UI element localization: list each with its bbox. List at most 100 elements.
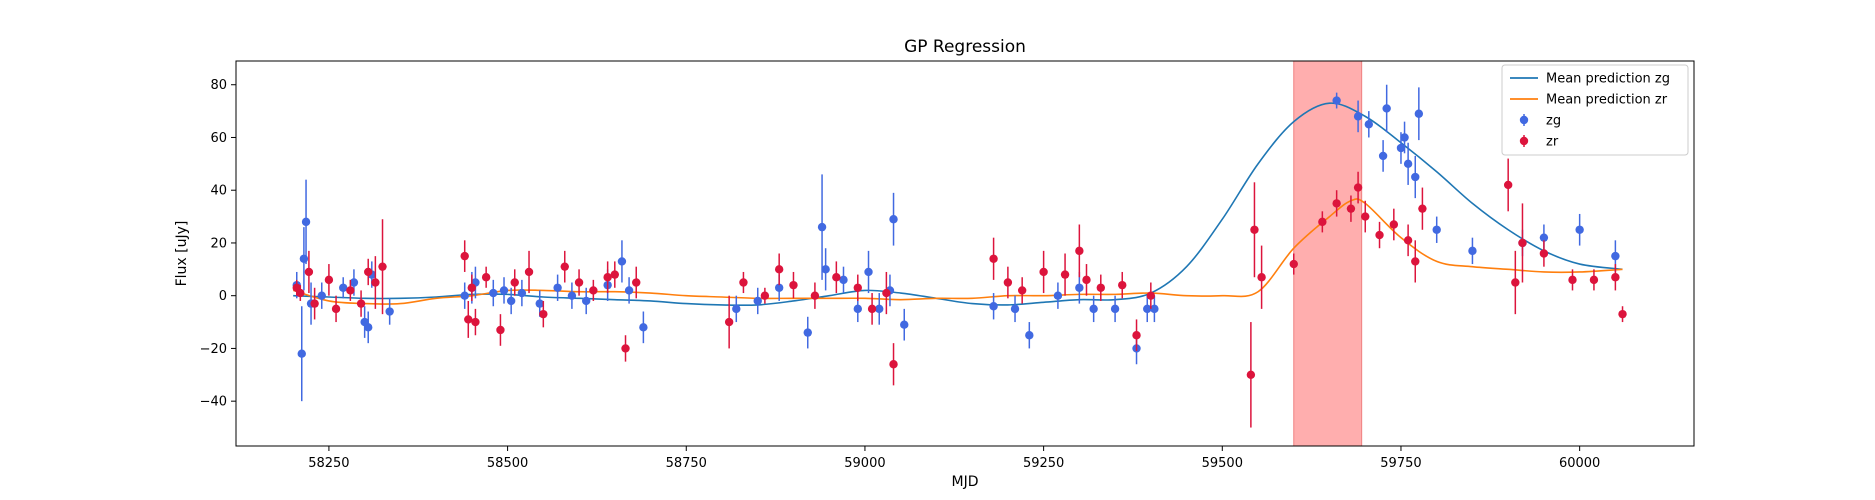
zr-data-point (1250, 182, 1258, 277)
zg-data-point (1365, 111, 1373, 137)
y-axis-label: Flux [uJy] (174, 221, 190, 287)
zr-marker (1332, 199, 1340, 207)
zr-data-point (811, 283, 819, 309)
zr-data-point (1540, 240, 1548, 266)
zr-marker (1318, 218, 1326, 226)
y-tick-label: −40 (200, 395, 227, 410)
y-tick-label: −20 (200, 342, 227, 357)
legend-label: Mean prediction zr (1546, 93, 1668, 108)
zr-marker (575, 278, 583, 286)
zg-marker (864, 268, 872, 276)
zr-data-point (889, 343, 897, 385)
zg-marker (385, 307, 393, 315)
zg-marker (854, 305, 862, 313)
zr-marker (1404, 236, 1412, 244)
y-tick-label: 20 (210, 236, 227, 251)
zg-data-point (875, 293, 883, 325)
zr-data-point (1511, 251, 1519, 314)
zg-marker (1433, 226, 1441, 234)
zr-marker (603, 273, 611, 281)
zr-marker (989, 255, 997, 263)
zr-marker (589, 286, 597, 294)
zr-data-point (1257, 246, 1265, 309)
zg-data-point (839, 267, 847, 293)
zr-data-point (1075, 224, 1083, 277)
zr-marker (1568, 276, 1576, 284)
zr-marker (789, 281, 797, 289)
zr-marker (296, 289, 304, 297)
zg-marker (1379, 152, 1387, 160)
zr-marker (1257, 273, 1265, 281)
zr-data-point (378, 219, 386, 314)
x-tick-label: 58750 (666, 456, 707, 471)
zg-marker (568, 291, 576, 299)
zg-data-point (298, 306, 306, 401)
zr-data-point (1039, 251, 1047, 293)
zg-marker (875, 305, 883, 313)
chart-title: GP Regression (904, 37, 1026, 57)
zr-marker (632, 278, 640, 286)
zr-data-point (471, 309, 479, 335)
zg-data-point (1468, 238, 1476, 264)
zg-data-point (1433, 217, 1441, 243)
zr-marker (346, 286, 354, 294)
zg-marker (364, 323, 372, 331)
zg-data-point (864, 251, 872, 293)
zr-marker (1039, 268, 1047, 276)
x-tick-label: 59250 (1023, 456, 1064, 471)
x-tick-label: 59500 (1202, 456, 1243, 471)
zr-marker (1061, 270, 1069, 278)
zr-data-point (775, 254, 783, 286)
zg-marker (582, 297, 590, 305)
zg-data-point (804, 317, 812, 349)
zr-data-point (1247, 322, 1255, 427)
zr-marker (1518, 239, 1526, 247)
zr-marker (561, 262, 569, 270)
zr-data-point (989, 238, 997, 280)
zr-data-point (1018, 277, 1026, 303)
zg-data-point (754, 288, 762, 314)
zg-marker (1404, 160, 1412, 168)
legend-marker-swatch (1520, 137, 1528, 145)
zg-data-point (385, 298, 393, 324)
zr-data-point (482, 267, 490, 288)
zg-marker (1075, 284, 1083, 292)
zg-data-point (618, 240, 626, 282)
zr-marker (621, 344, 629, 352)
zr-marker (1354, 183, 1362, 191)
zg-marker (1400, 133, 1408, 141)
zg-data-point (1379, 140, 1387, 172)
zg-data-point (1382, 85, 1390, 132)
zg-marker (754, 297, 762, 305)
zr-marker (1250, 226, 1258, 234)
zr-data-point (854, 275, 862, 301)
zr-data-point (1375, 222, 1383, 248)
zr-marker (525, 268, 533, 276)
zg-data-point (900, 309, 908, 341)
zr-marker (1082, 276, 1090, 284)
zr-marker (464, 315, 472, 323)
zg-marker (1025, 331, 1033, 339)
y-tick-label: 0 (219, 289, 227, 304)
zg-marker (889, 215, 897, 223)
zr-marker (539, 310, 547, 318)
zr-marker (371, 278, 379, 286)
zr-data-point (461, 240, 469, 272)
highlight-band (1294, 61, 1362, 446)
y-tick-label: 40 (210, 184, 227, 199)
zr-data-point (632, 267, 640, 299)
zg-data-point (318, 283, 326, 309)
zr-marker (1411, 257, 1419, 265)
zg-marker (804, 328, 812, 336)
zr-marker (305, 268, 313, 276)
zr-marker (1418, 204, 1426, 212)
highlight-band-layer (1294, 61, 1362, 446)
zg-data-point (732, 296, 740, 322)
zr-marker (496, 326, 504, 334)
zr-data-point (832, 261, 840, 293)
zg-marker (553, 284, 561, 292)
zr-data-point (589, 280, 597, 301)
y-tick-label: 80 (210, 78, 227, 93)
zr-marker (1347, 204, 1355, 212)
